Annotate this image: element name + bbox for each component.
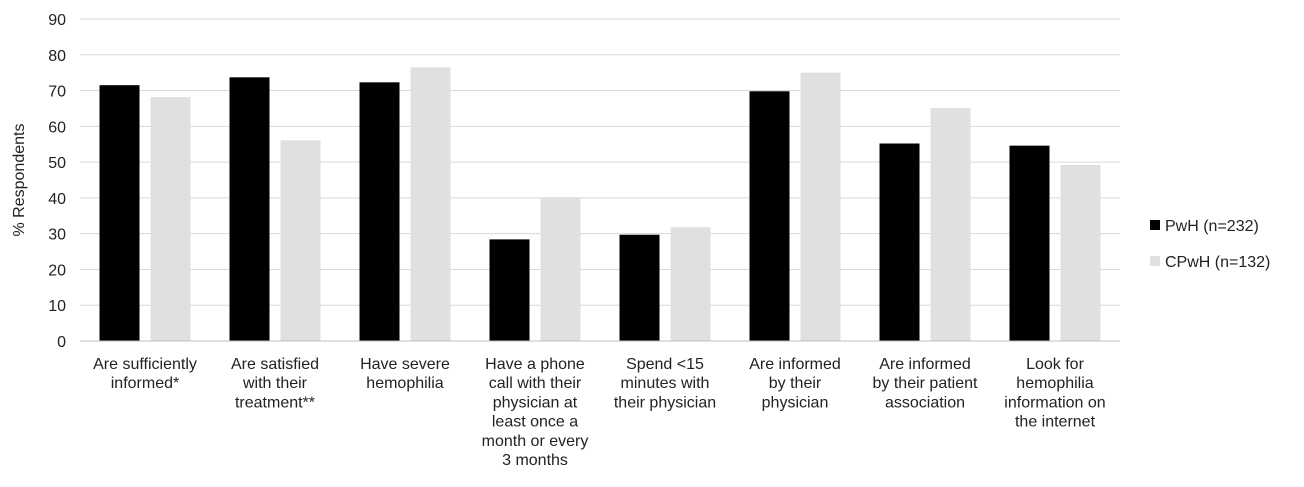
bar-pwh bbox=[99, 85, 140, 341]
bar-cpwh bbox=[540, 197, 581, 341]
bar-cpwh bbox=[280, 140, 321, 341]
bar-pwh bbox=[879, 143, 920, 341]
x-category-label: Spend <15 minutes with their physician bbox=[614, 356, 716, 411]
bar-pwh bbox=[749, 91, 790, 341]
x-category-label: Have severe hemophilia bbox=[360, 356, 450, 392]
bar-cpwh bbox=[800, 72, 841, 342]
x-category-label: Have a phone call with their physician at l… bbox=[482, 356, 589, 469]
y-tick-label: 70 bbox=[48, 84, 66, 101]
bar-pwh bbox=[489, 239, 530, 341]
bar-cpwh bbox=[150, 96, 191, 342]
bar-cpwh bbox=[670, 227, 711, 341]
legend-label: CPwH (n=132) bbox=[1165, 254, 1270, 271]
bar-pwh bbox=[619, 234, 660, 341]
y-tick-label: 90 bbox=[48, 12, 66, 29]
x-category-label: Are satisfied with their treatment** bbox=[231, 356, 319, 411]
x-category-label: Look for hemophilia information on the inte… bbox=[1004, 356, 1105, 431]
y-axis-title: % Respondents bbox=[11, 124, 28, 237]
y-tick-label: 60 bbox=[48, 119, 66, 136]
bar-cpwh bbox=[410, 67, 451, 342]
y-tick-label: 20 bbox=[48, 262, 66, 279]
y-axis-ticks: 0 10 20 30 40 50 60 70 80 90 bbox=[48, 12, 66, 351]
y-tick-label: 40 bbox=[48, 191, 66, 208]
x-category-label: Are informed by their patient association bbox=[873, 356, 979, 411]
legend-swatch bbox=[1150, 220, 1160, 230]
bar-pwh bbox=[359, 82, 400, 342]
x-category-label: Are informed by their physician bbox=[749, 356, 841, 411]
legend: PwH (n=232) CPwH (n=132) bbox=[1150, 218, 1270, 271]
y-tick-label: 80 bbox=[48, 48, 66, 65]
bar-cpwh bbox=[930, 108, 971, 341]
y-tick-label: 10 bbox=[48, 298, 66, 315]
y-tick-label: 50 bbox=[48, 155, 66, 172]
legend-swatch bbox=[1150, 256, 1160, 266]
bar-pwh bbox=[1009, 145, 1050, 341]
bars bbox=[99, 67, 1101, 342]
x-axis-category-labels: Are sufficiently informed* Are satisfied wi… bbox=[93, 356, 1106, 469]
legend-label: PwH (n=232) bbox=[1165, 218, 1259, 235]
bar-pwh bbox=[229, 77, 270, 341]
bar-cpwh bbox=[1060, 164, 1101, 341]
x-category-label: Are sufficiently informed* bbox=[93, 356, 197, 392]
y-tick-label: 0 bbox=[57, 334, 66, 351]
y-tick-label: 30 bbox=[48, 227, 66, 244]
